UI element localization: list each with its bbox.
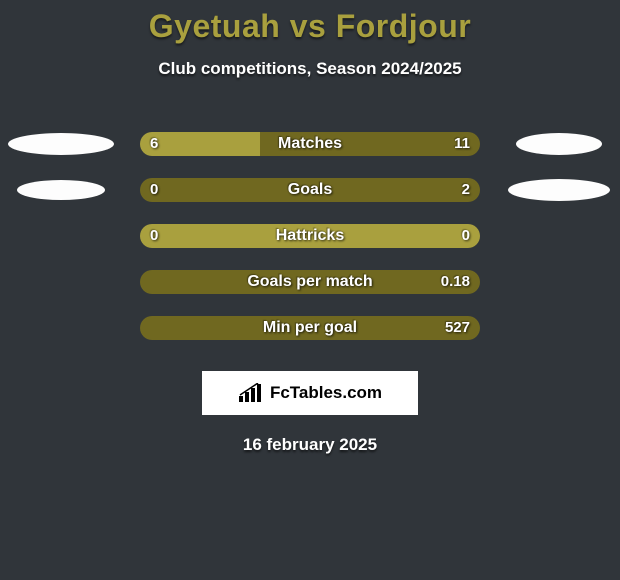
bar-right xyxy=(140,270,480,294)
stat-left-value: 0 xyxy=(150,224,158,248)
bar-chart-icon xyxy=(238,383,264,403)
stat-left-value: 0 xyxy=(150,178,158,202)
stat-row-goals: 0 Goals 2 xyxy=(0,167,620,213)
date-text: 16 february 2025 xyxy=(0,435,620,455)
stat-row-min-per-goal: Min per goal 527 xyxy=(0,305,620,351)
page-title: Gyetuah vs Fordjour xyxy=(0,0,620,45)
stat-right-value: 2 xyxy=(462,178,470,202)
bar-left xyxy=(140,224,480,248)
club-badge-placeholder xyxy=(17,180,105,200)
stat-right-value: 527 xyxy=(445,316,470,340)
stats-container: 6 Matches 11 0 Goals 2 xyxy=(0,121,620,351)
right-badge-slot xyxy=(504,127,614,161)
stat-right-value: 0.18 xyxy=(441,270,470,294)
comparison-infographic: Gyetuah vs Fordjour Club competitions, S… xyxy=(0,0,620,580)
stat-right-value: 0 xyxy=(462,224,470,248)
bar-track xyxy=(140,224,480,248)
page-subtitle: Club competitions, Season 2024/2025 xyxy=(0,59,620,79)
bar-right xyxy=(260,132,480,156)
stat-row-hattricks: 0 Hattricks 0 xyxy=(0,213,620,259)
bar-right xyxy=(140,178,480,202)
bar-track xyxy=(140,132,480,156)
left-badge-slot xyxy=(6,173,116,207)
club-badge-placeholder xyxy=(8,133,114,155)
bar-right xyxy=(140,316,480,340)
bar-track xyxy=(140,178,480,202)
logo-text: FcTables.com xyxy=(270,383,382,403)
fctables-logo[interactable]: FcTables.com xyxy=(202,371,418,415)
bar-track xyxy=(140,316,480,340)
left-badge-slot xyxy=(6,127,116,161)
club-badge-placeholder xyxy=(508,179,610,201)
bar-track xyxy=(140,270,480,294)
club-badge-placeholder xyxy=(516,133,602,155)
right-badge-slot xyxy=(504,173,614,207)
stat-right-value: 11 xyxy=(454,132,470,156)
stat-row-matches: 6 Matches 11 xyxy=(0,121,620,167)
stat-row-goals-per-match: Goals per match 0.18 xyxy=(0,259,620,305)
stat-left-value: 6 xyxy=(150,132,158,156)
